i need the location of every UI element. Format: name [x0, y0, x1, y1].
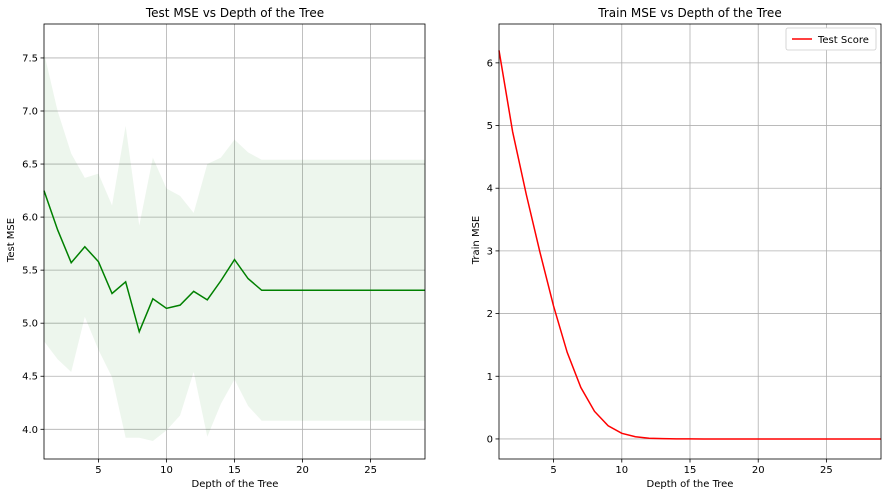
test-mse-chart: Test MSE vs Depth of the Tree Depth of t…: [6, 6, 426, 490]
y-tick-label: 6.0: [22, 213, 38, 224]
y-tick-label: 4.5: [22, 372, 38, 383]
confidence-band: [44, 52, 425, 441]
x-axis-label: Depth of the Tree: [192, 479, 279, 490]
y-tick-label: 4: [487, 184, 493, 195]
x-tick-label: 15: [684, 465, 697, 476]
x-tick-label: 5: [95, 465, 101, 476]
chart-title: Train MSE vs Depth of the Tree: [597, 6, 781, 20]
y-tick-label: 0: [487, 434, 493, 445]
x-tick-label: 25: [364, 465, 377, 476]
y-tick-label: 5.0: [22, 319, 38, 330]
series-line: [498, 50, 881, 440]
series-line: [43, 190, 425, 334]
y-tick-label: 2: [487, 309, 493, 320]
legend-label: Test Score: [817, 35, 869, 46]
y-tick-label: 3: [487, 246, 493, 257]
y-tick-label: 5.5: [22, 266, 38, 277]
x-tick-label: 10: [160, 465, 173, 476]
x-tick-label: 20: [296, 465, 309, 476]
y-tick-label: 1: [487, 372, 493, 383]
train-mse-chart: Train MSE vs Depth of the Tree Depth of …: [471, 6, 882, 490]
y-tick-label: 7.5: [22, 53, 38, 64]
y-tick-label: 5: [487, 121, 493, 132]
y-tick-label: 4.0: [22, 425, 38, 436]
y-tick-label: 7.0: [22, 107, 38, 118]
chart-title: Test MSE vs Depth of the Tree: [145, 6, 324, 20]
y-tick-label: 6: [487, 58, 493, 69]
x-tick-label: 10: [615, 465, 628, 476]
y-axis-label: Test MSE: [6, 218, 17, 263]
legend: Test Score: [785, 27, 877, 51]
y-tick-label: 6.5: [22, 160, 38, 171]
x-tick-label: 5: [550, 465, 556, 476]
y-axis-label: Train MSE: [471, 216, 482, 265]
legend-box: [785, 27, 877, 51]
x-tick-label: 20: [752, 465, 765, 476]
x-tick-label: 25: [820, 465, 833, 476]
x-axis-label: Depth of the Tree: [647, 479, 734, 490]
x-tick-label: 15: [228, 465, 241, 476]
